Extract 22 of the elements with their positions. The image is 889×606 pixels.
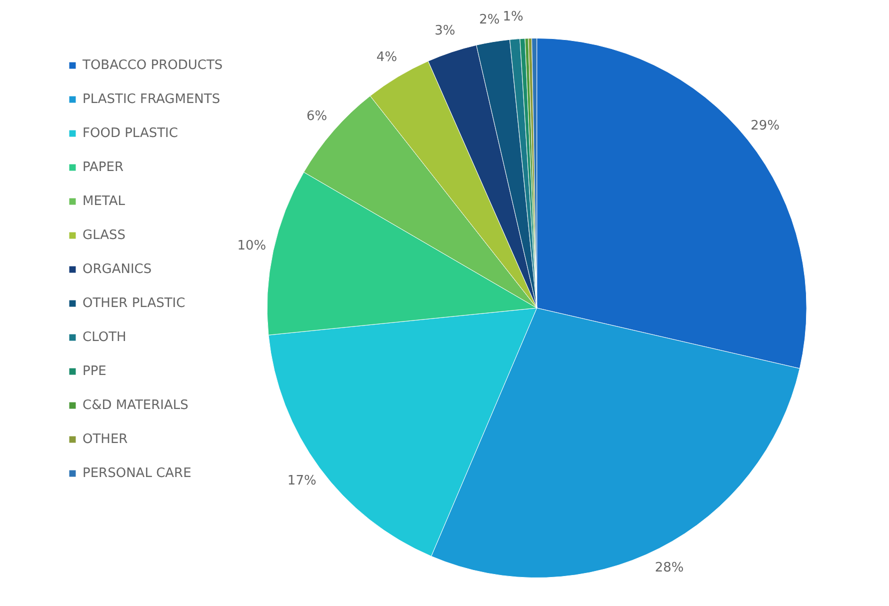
- legend-label: PLASTIC FRAGMENTS: [82, 92, 220, 107]
- data-label: 29%: [750, 118, 780, 134]
- legend-label: TOBACCO PRODUCTS: [82, 58, 223, 73]
- legend-label: C&D MATERIALS: [82, 398, 188, 413]
- data-label: 6%: [306, 108, 328, 124]
- legend-label: PERSONAL CARE: [82, 466, 192, 481]
- data-label: 4%: [376, 50, 398, 66]
- legend-label: OTHER: [82, 432, 128, 447]
- legend-label: PPE: [82, 364, 106, 379]
- legend-label: GLASS: [82, 228, 126, 243]
- legend-label: FOOD PLASTIC: [82, 126, 178, 141]
- data-label: 3%: [434, 23, 456, 38]
- data-label: 10%: [237, 238, 266, 254]
- legend-label: METAL: [82, 194, 126, 209]
- data-label: 28%: [654, 560, 684, 576]
- legend-label: CLOTH: [82, 330, 126, 345]
- data-label: 17%: [287, 473, 316, 488]
- legend-label: ORGANICS: [82, 262, 152, 277]
- legend-label: PAPER: [82, 160, 124, 175]
- legend-label: OTHER PLASTIC: [82, 296, 186, 311]
- data-label: 1%: [502, 10, 524, 25]
- data-label: 2%: [479, 12, 500, 28]
